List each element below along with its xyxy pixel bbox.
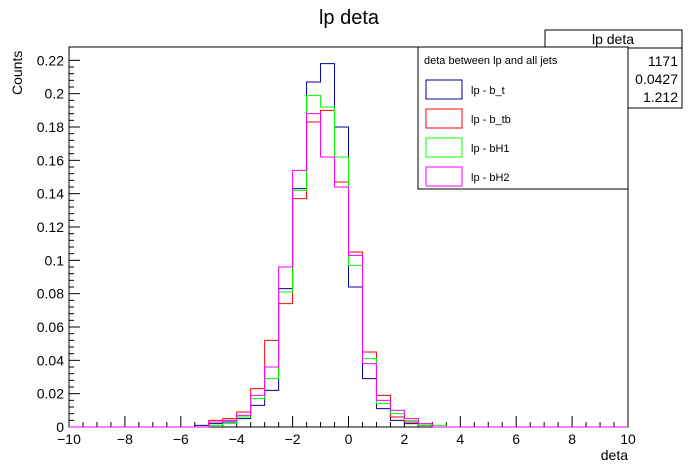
y-tick-label: 0.2 (45, 86, 65, 102)
x-tick-label: 6 (512, 431, 520, 447)
y-tick-label: 0.02 (37, 386, 64, 402)
y-tick-label: 0.04 (37, 352, 64, 368)
series-4-histogram (69, 113, 628, 428)
legend-swatch (425, 108, 463, 129)
y-tick-label: 0.08 (37, 286, 64, 302)
x-tick-label: −6 (173, 431, 189, 447)
legend-swatch (425, 166, 463, 187)
y-tick-label: 0 (56, 419, 64, 435)
y-tick-label: 0.12 (37, 219, 64, 235)
x-tick-label: 8 (568, 431, 576, 447)
legend-swatch (425, 137, 463, 158)
legend-label: lp - bH1 (471, 143, 510, 155)
y-axis: 0 0.02 0.04 0.06 0.08 0.1 0.12 0.14 0.16 0.18 0.2 0… (37, 52, 80, 435)
y-tick-label: 0.22 (37, 52, 64, 68)
series-layer (69, 63, 628, 428)
x-tick-label: −4 (229, 431, 245, 447)
y-tick-label: 0.1 (45, 252, 65, 268)
x-axis: −10 −8 −6 −4 −2 0 2 4 6 8 10 (57, 416, 636, 447)
x-tick-label: −8 (117, 431, 133, 447)
stats-title: lp deta (592, 31, 634, 47)
legend-swatch (425, 79, 463, 100)
x-tick-label: −10 (57, 431, 81, 447)
legend-header: deta between lp and all jets (424, 55, 558, 67)
legend-label: lp - b_tb (471, 114, 511, 126)
y-tick-label: 0.16 (37, 152, 64, 168)
legend-label: lp - bH2 (471, 172, 510, 184)
y-tick-label: 0.06 (37, 319, 64, 335)
stats-value-3: 1.212 (643, 89, 678, 105)
stats-value-1: 1171 (648, 53, 678, 69)
x-tick-label: −2 (285, 431, 301, 447)
y-tick-label: 0.18 (37, 119, 64, 135)
stats-value-2: 0.0427 (635, 71, 678, 87)
x-tick-label: 10 (620, 431, 636, 447)
x-tick-label: 2 (401, 431, 409, 447)
y-axis-label: Counts (9, 51, 25, 95)
y-tick-label: 0.14 (37, 186, 64, 202)
legend-label: lp - b_t (471, 85, 505, 97)
legend: deta between lp and all jets lp - b_tlp … (417, 46, 629, 190)
x-axis-label: deta (601, 447, 628, 463)
x-tick-label: 4 (456, 431, 464, 447)
chart-title: lp deta (319, 7, 380, 29)
x-tick-label: 0 (345, 431, 353, 447)
